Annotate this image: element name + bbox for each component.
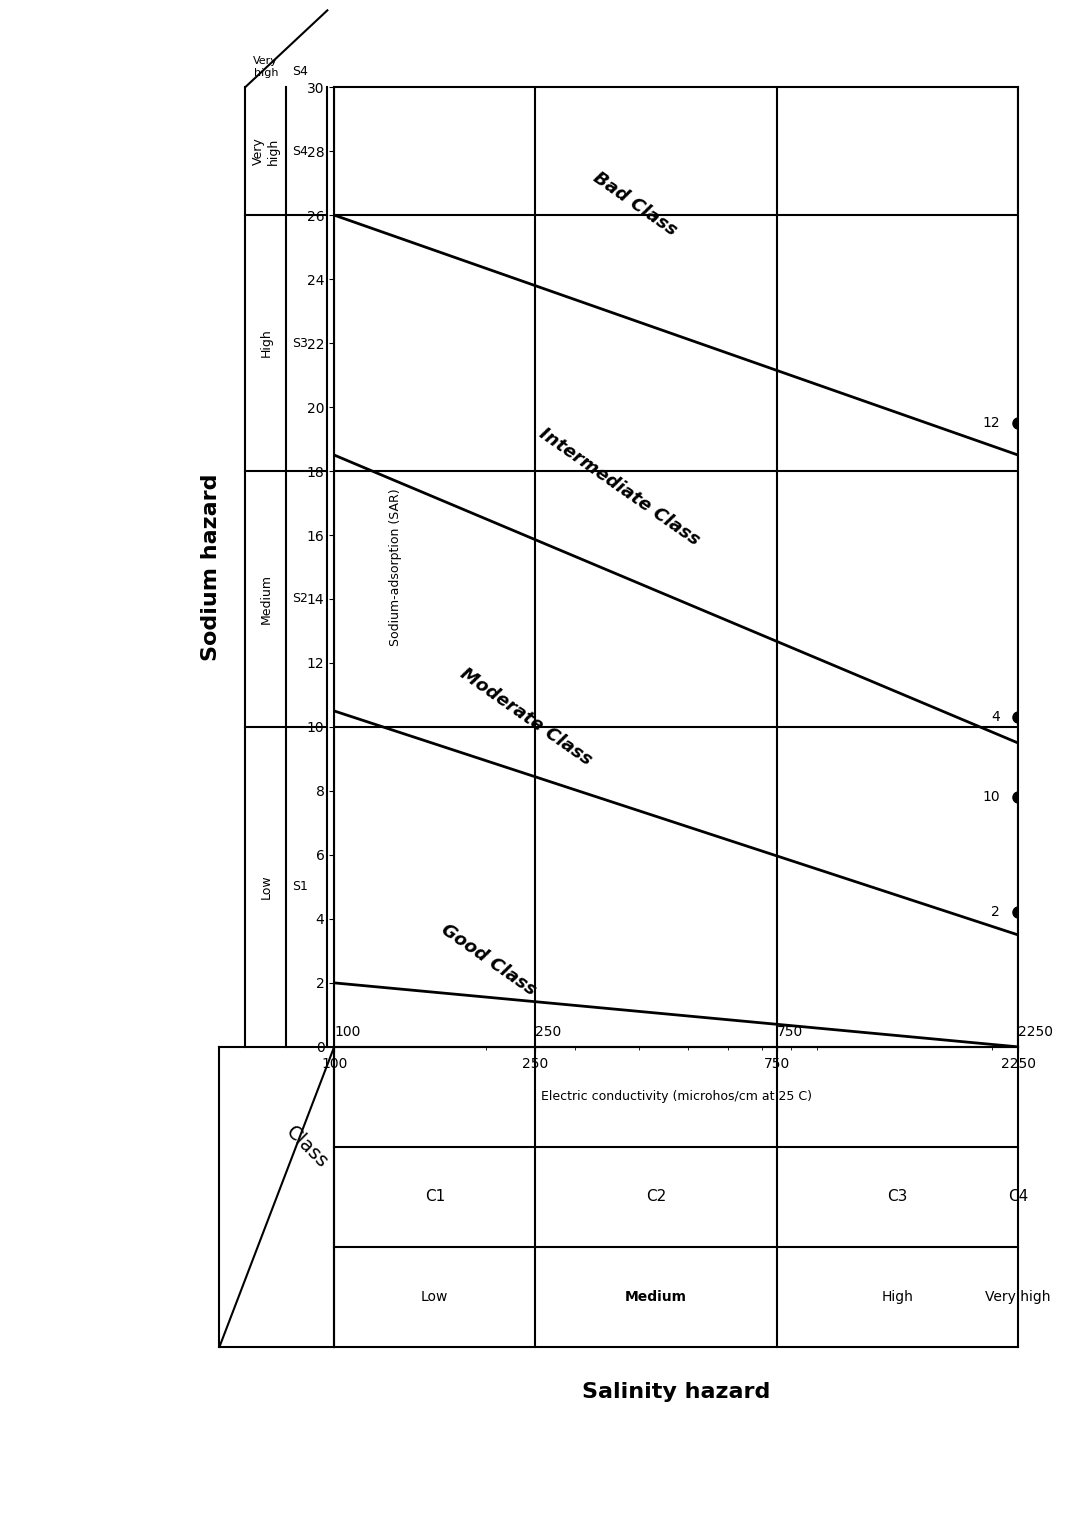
Text: 250: 250 xyxy=(535,1025,562,1039)
Text: Class: Class xyxy=(282,1122,331,1171)
Text: S3: S3 xyxy=(292,337,308,349)
Text: 12: 12 xyxy=(983,417,1000,430)
Text: Low: Low xyxy=(260,875,272,899)
Text: Medium: Medium xyxy=(625,1290,687,1303)
Text: Bad Class: Bad Class xyxy=(590,169,680,240)
Text: Very
high: Very high xyxy=(252,137,280,164)
Text: Electric conductivity (microhos/cm at 25 C): Electric conductivity (microhos/cm at 25… xyxy=(540,1090,812,1104)
Text: S4: S4 xyxy=(292,65,308,77)
Text: 10: 10 xyxy=(983,790,1000,804)
Text: C1: C1 xyxy=(425,1190,445,1205)
Text: Very high: Very high xyxy=(986,1290,1051,1303)
Text: Medium: Medium xyxy=(260,573,272,624)
Text: S2: S2 xyxy=(292,592,308,606)
Text: Salinity hazard: Salinity hazard xyxy=(582,1382,770,1402)
Text: C2: C2 xyxy=(646,1190,666,1205)
Text: Sodium hazard: Sodium hazard xyxy=(201,473,221,661)
Text: 4: 4 xyxy=(991,710,1000,724)
Text: High: High xyxy=(260,329,272,358)
Text: 750: 750 xyxy=(776,1025,803,1039)
Text: 100: 100 xyxy=(334,1025,361,1039)
Text: Low: Low xyxy=(421,1290,449,1303)
Text: S4: S4 xyxy=(292,144,308,158)
Text: Intermediate Class: Intermediate Class xyxy=(535,424,703,549)
Text: Moderate Class: Moderate Class xyxy=(457,664,596,768)
Text: C4: C4 xyxy=(1008,1190,1028,1205)
Text: 2: 2 xyxy=(991,905,1000,919)
Text: High: High xyxy=(881,1290,913,1303)
Text: S1: S1 xyxy=(292,881,308,893)
Text: Very
high: Very high xyxy=(253,55,279,77)
Text: Good Class: Good Class xyxy=(438,921,539,999)
Text: 2250: 2250 xyxy=(1018,1025,1053,1039)
Text: C3: C3 xyxy=(888,1190,908,1205)
Text: Sodium-adsorption (SAR): Sodium-adsorption (SAR) xyxy=(389,489,403,646)
